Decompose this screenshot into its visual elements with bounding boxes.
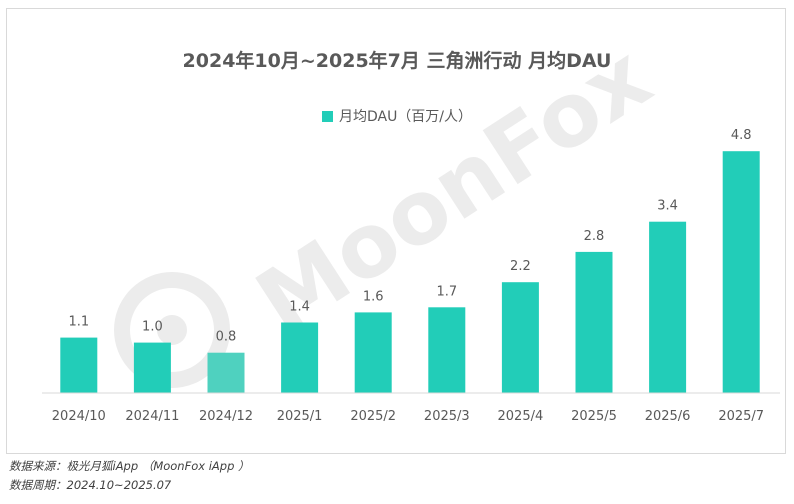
data-label: 1.1 [68,315,89,330]
x-tick-label: 2025/6 [645,409,691,424]
data-label: 1.4 [289,300,310,315]
footer-period: 数据周期：2024.10~2025.07 [9,478,172,492]
legend-swatch [321,110,333,122]
x-tick-label: 2025/3 [424,409,470,424]
data-label: 2.2 [510,259,531,274]
x-tick-label: 2025/5 [571,409,617,424]
watermark-logo-dot [157,315,187,345]
bar-2025-5 [575,251,613,393]
data-label: 3.4 [657,199,678,214]
data-label: 1.7 [436,284,457,299]
watermark-logo-ring [114,272,230,388]
x-tick-label: 2025/7 [718,409,764,424]
bar-2024-12 [207,352,245,393]
x-tick-label: 2025/4 [498,409,544,424]
legend-label: 月均DAU（百万/人） [338,109,473,125]
bar-2025-1 [281,322,319,393]
data-label: 1.6 [363,289,384,304]
data-label: 0.8 [216,330,237,345]
legend: 月均DAU（百万/人） [0,106,794,126]
data-label: 4.8 [731,128,752,143]
data-label: 1.0 [142,320,163,335]
x-tick-label: 2025/2 [350,409,396,424]
x-tick-label: 2025/1 [277,409,323,424]
data-label: 2.8 [584,229,605,244]
bar-2025-3 [428,307,466,393]
bar-2024-11 [133,342,171,393]
x-tick-label: 2024/10 [52,409,106,424]
bar-2025-7 [722,151,760,393]
footer-source: 数据来源：极光月狐iApp （MoonFox iApp ） [9,459,250,473]
chart-title: 2024年10月~2025年7月 三角洲行动 月均DAU [182,50,612,72]
bar-2025-6 [649,221,687,393]
bar-2024-10 [60,337,98,393]
x-tick-label: 2024/11 [125,409,179,424]
bar-2025-4 [501,282,539,393]
x-tick-label: 2024/12 [199,409,253,424]
bar-2025-2 [354,312,392,393]
